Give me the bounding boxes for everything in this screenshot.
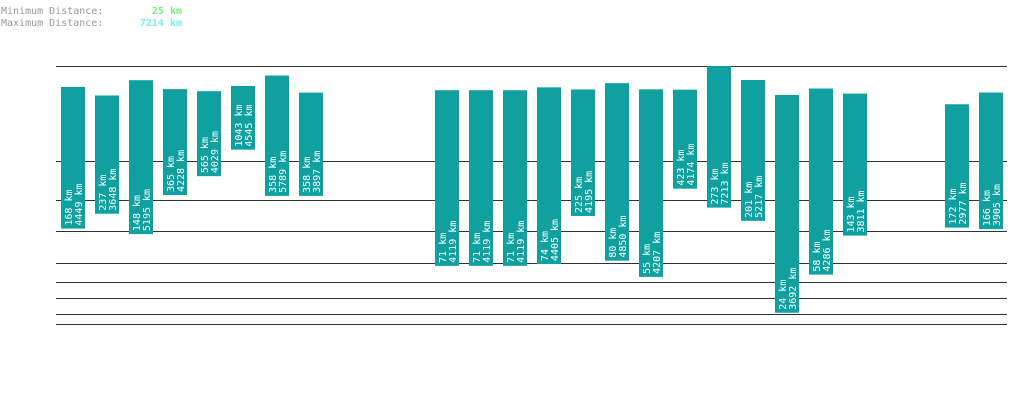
max-label: 4029 km [210, 131, 221, 173]
range-bar [707, 66, 731, 208]
range-bar [435, 90, 459, 266]
min-label: 80 km [608, 228, 619, 258]
range-bar [809, 88, 833, 275]
min-label: 423 km [676, 150, 687, 186]
min-label: 71 km [472, 233, 483, 263]
range-bar [469, 90, 493, 266]
min-label: 58 km [812, 241, 823, 271]
range-bar [503, 90, 527, 266]
min-label: 273 km [710, 168, 721, 204]
min-label: 365 km [166, 156, 177, 192]
range-bar [673, 89, 697, 189]
header-label: Maximum Distance: [1, 18, 103, 29]
min-label: 168 km [64, 189, 75, 225]
max-label: 3648 km [108, 169, 119, 211]
max-label: 4207 km [652, 232, 663, 274]
max-label: 3897 km [312, 151, 323, 193]
max-label: 5789 km [278, 151, 289, 193]
range-bar [197, 91, 221, 177]
range-bar [299, 92, 323, 196]
range-bar [639, 89, 663, 277]
min-label: 237 km [98, 175, 109, 211]
min-label: 166 km [982, 190, 993, 226]
min-label: 143 km [846, 196, 857, 232]
max-label: 4545 km [244, 104, 255, 146]
range-bar [95, 95, 119, 214]
max-label: 4850 km [618, 216, 629, 258]
max-label: 4449 km [74, 183, 85, 225]
max-label: 3811 km [856, 190, 867, 232]
range-bar [265, 75, 289, 196]
range-bar [741, 80, 765, 221]
max-label: 4195 km [584, 171, 595, 213]
max-label: 4119 km [482, 221, 493, 263]
min-label: 225 km [574, 177, 585, 213]
min-label: 55 km [642, 244, 653, 274]
max-label: 3905 km [992, 184, 1003, 226]
min-label: 1043 km [234, 104, 245, 146]
max-label: 4174 km [686, 144, 697, 186]
max-label: 4119 km [516, 221, 527, 263]
header-label: Minimum Distance: [1, 6, 103, 17]
min-label: 358 km [302, 157, 313, 193]
header-value: 25 km [152, 6, 182, 17]
range-bar [231, 85, 255, 150]
range-bar [571, 89, 595, 216]
grid-lines [56, 66, 1007, 325]
max-label: 7213 km [720, 162, 731, 204]
range-bar [843, 93, 867, 236]
header-value: 7214 km [140, 18, 182, 29]
min-label: 358 km [268, 157, 279, 193]
min-label: 71 km [506, 233, 517, 263]
max-label: 4286 km [822, 229, 833, 271]
range-bar [61, 86, 85, 229]
range-bar [945, 104, 969, 228]
min-label: 565 km [200, 137, 211, 173]
max-label: 4228 km [176, 150, 187, 192]
min-label: 71 km [438, 233, 449, 263]
range-bar [129, 80, 153, 235]
range-bar [775, 94, 799, 313]
max-label: 5195 km [142, 189, 153, 231]
min-label: 148 km [132, 195, 143, 231]
max-label: 3692 km [788, 268, 799, 310]
range-bar [537, 87, 561, 265]
min-label: 74 km [540, 231, 551, 261]
max-label: 5217 km [754, 176, 765, 218]
max-label: 4119 km [448, 221, 459, 263]
min-label: 201 km [744, 182, 755, 218]
range-bar [979, 92, 1003, 230]
max-label: 4405 km [550, 219, 561, 261]
min-label: 24 km [778, 280, 789, 310]
range-bar [605, 83, 629, 261]
max-label: 2977 km [958, 182, 969, 224]
min-label: 172 km [948, 188, 959, 224]
range-bar [163, 89, 187, 196]
